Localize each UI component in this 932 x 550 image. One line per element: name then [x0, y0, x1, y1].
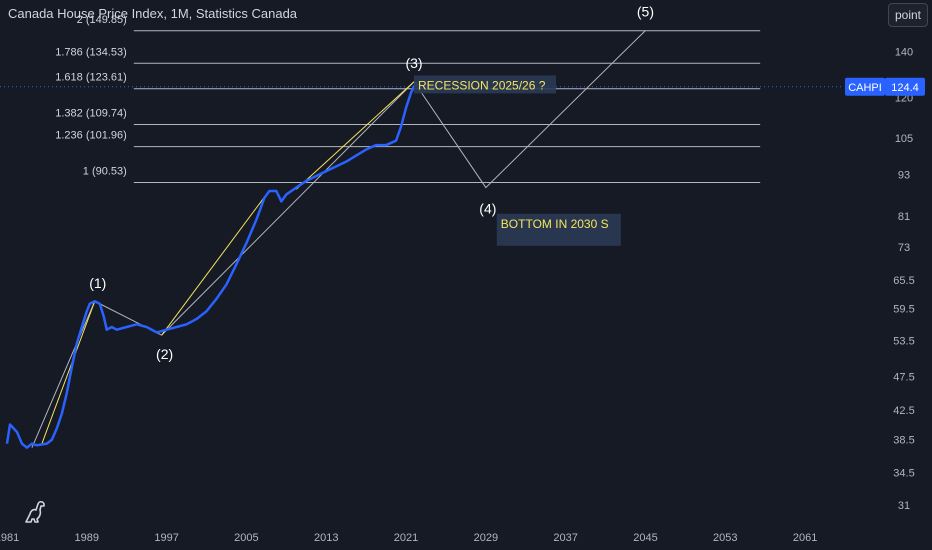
x-tick-label: 1989: [75, 532, 99, 544]
y-tick-label: 105: [895, 133, 913, 145]
last-price-value: 124.4: [891, 82, 919, 94]
y-tick-label: 34.5: [893, 468, 914, 480]
annotation-text: RECESSION 2025/26 ?: [418, 78, 546, 92]
chart-title: Canada House Price Index, 1M, Statistics…: [8, 6, 298, 21]
x-tick-label: 2021: [394, 532, 418, 544]
x-tick-label: 2037: [553, 532, 577, 544]
fib-level-label: 1 (90.53): [83, 165, 127, 177]
fib-level-label: 1.236 (101.96): [55, 130, 127, 142]
last-price-value-badge: [885, 77, 925, 96]
y-tick-label: 42.5: [893, 405, 914, 417]
fib-level-label: 1.618 (123.61): [55, 72, 127, 84]
trend-line: [295, 81, 415, 190]
last-price-symbol: CAHPI: [848, 82, 882, 94]
wave-label: (4): [479, 201, 496, 217]
wave-label: (5): [637, 3, 654, 19]
annotation-text: BOTTOM IN 2030 S: [501, 217, 609, 231]
y-tick-label: 47.5: [893, 372, 914, 384]
elliott-wave-line: [31, 30, 646, 448]
dinosaur-logo-icon[interactable]: [24, 498, 48, 529]
trend-line: [161, 194, 267, 336]
fib-level-label: 1.382 (109.74): [55, 108, 127, 120]
fib-level-label: 2 (149.85): [77, 14, 127, 26]
x-tick-label: 2061: [793, 532, 817, 544]
x-tick-label: 2005: [234, 532, 258, 544]
y-tick-label: 59.5: [893, 304, 914, 316]
x-tick-label: 1981: [0, 532, 19, 544]
x-tick-label: 2053: [713, 532, 737, 544]
y-tick-label: 140: [895, 46, 913, 58]
annotation-box: [414, 75, 557, 94]
y-tick-label: 65.5: [893, 275, 914, 287]
scale-mode-button[interactable]: point: [888, 3, 928, 27]
y-tick-label: 53.5: [893, 336, 914, 348]
x-tick-label: 2013: [314, 532, 338, 544]
wave-label: (3): [405, 55, 422, 71]
fib-level-label: 1.786 (134.53): [55, 46, 127, 58]
trend-line: [41, 301, 96, 444]
wave-label: (1): [89, 275, 106, 291]
annotation-box: [496, 213, 621, 246]
x-tick-label: 2045: [633, 532, 657, 544]
y-tick-label: 81: [898, 211, 910, 223]
y-tick-label: 31: [898, 500, 910, 512]
x-tick-label: 1997: [154, 532, 178, 544]
price-series-line: [5, 81, 437, 449]
last-price-symbol-badge: [845, 77, 885, 96]
y-tick-label: 73: [898, 242, 910, 254]
y-tick-label: 93: [898, 169, 910, 181]
y-tick-label: 38.5: [893, 435, 914, 447]
wave-label: (2): [156, 346, 173, 362]
x-tick-label: 2029: [474, 532, 498, 544]
